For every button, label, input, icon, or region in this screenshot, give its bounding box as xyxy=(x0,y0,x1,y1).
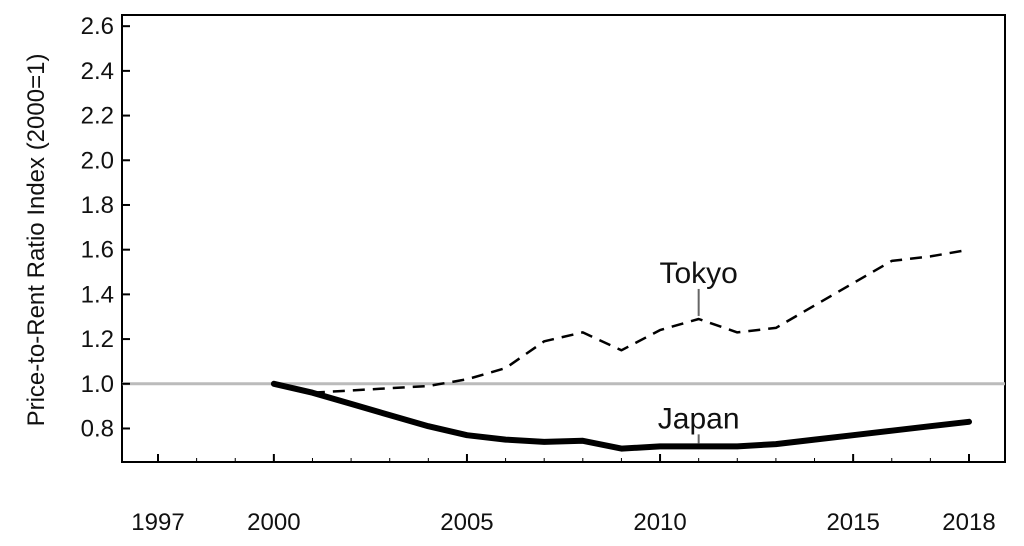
x-tick-label: 2010 xyxy=(633,509,686,536)
series-label-tokyo: Tokyo xyxy=(659,257,737,290)
y-tick-label: 1.2 xyxy=(81,326,114,353)
x-tick-label: 1997 xyxy=(131,509,184,536)
x-tick-label: 2005 xyxy=(440,509,493,536)
series-group: Tokyo Japan xyxy=(270,248,972,452)
series-line-japan xyxy=(270,380,972,452)
x-tick-label: 2000 xyxy=(247,509,300,536)
y-tick-label: 1.0 xyxy=(81,371,114,398)
y-axis: 0.8 1.0 1.2 1.4 1.6 1.8 2.0 2.2 2.4 2.6 xyxy=(81,13,130,442)
y-tick-label: 2.0 xyxy=(81,147,114,174)
plot-frame xyxy=(121,14,1006,463)
series-label-japan: Japan xyxy=(658,402,740,435)
y-tick-label: 0.8 xyxy=(81,415,114,442)
y-tick-label: 2.2 xyxy=(81,103,114,130)
y-tick-label: 2.4 xyxy=(81,58,114,85)
y-tick-label: 1.8 xyxy=(81,192,114,219)
y-tick-label: 2.6 xyxy=(81,13,114,40)
x-tick-label: 2015 xyxy=(826,509,879,536)
y-axis-title: Price-to-Rent Ratio Index (2000=1) xyxy=(23,54,50,427)
x-axis: 1997 2000 2005 2010 2015 2018 xyxy=(131,454,996,536)
y-tick-label: 1.6 xyxy=(81,237,114,264)
series-line-tokyo xyxy=(273,248,970,394)
x-tick-label: 2018 xyxy=(942,509,995,536)
y-tick-label: 1.4 xyxy=(81,281,114,308)
